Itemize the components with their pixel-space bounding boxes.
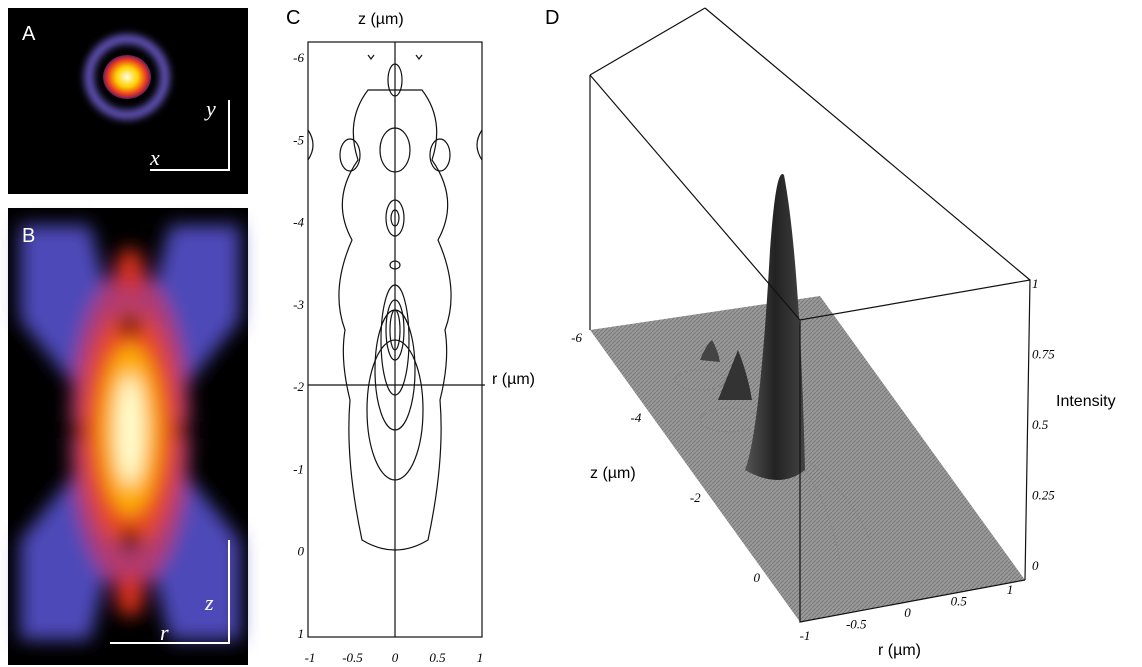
tick-label: 0 bbox=[904, 605, 911, 620]
panel-label: B bbox=[22, 225, 35, 247]
tick-label: 1 bbox=[1007, 582, 1014, 597]
tick-label: -3 bbox=[293, 297, 304, 312]
panel-c bbox=[308, 42, 485, 637]
tick-label: 0.5 bbox=[1032, 417, 1049, 432]
panel-label: A bbox=[22, 23, 36, 45]
tick-label: 1 bbox=[1032, 276, 1039, 291]
axis-title: Intensity bbox=[1056, 393, 1116, 410]
tick-label: 0.25 bbox=[1032, 488, 1055, 503]
panel-a: A x y bbox=[8, 8, 248, 194]
tick-label: -6 bbox=[571, 330, 582, 345]
tick-label: -5 bbox=[293, 132, 304, 147]
panel-b: B z r bbox=[8, 208, 248, 665]
panel-label: D bbox=[545, 7, 559, 29]
tick-label: -1 bbox=[293, 461, 304, 476]
tick-label: -4 bbox=[293, 215, 304, 230]
focal-spot bbox=[103, 55, 151, 99]
axis-title: r (µm) bbox=[878, 642, 921, 659]
tick-label: -6 bbox=[293, 50, 304, 65]
axis-label: r bbox=[160, 620, 169, 645]
tick-label: 0.75 bbox=[1032, 347, 1055, 362]
tick-label: -0.5 bbox=[342, 650, 363, 665]
panel-label: C bbox=[286, 7, 300, 29]
axis-title: z (µm) bbox=[590, 465, 636, 482]
tick-label: 0 bbox=[754, 570, 761, 585]
axis-title: z (µm) bbox=[358, 11, 404, 28]
tick-label: -0.5 bbox=[846, 617, 867, 632]
tick-label: 0.5 bbox=[951, 594, 968, 609]
axis-label: x bbox=[149, 145, 160, 170]
axis-label: y bbox=[204, 96, 216, 121]
tick-label: 1 bbox=[298, 626, 305, 641]
tick-label: -1 bbox=[800, 628, 811, 643]
panel-d bbox=[590, 8, 1030, 622]
tick-label: 0.5 bbox=[429, 650, 446, 665]
figure: A x y B z r bbox=[0, 0, 1142, 667]
tick-label: 0 bbox=[1032, 558, 1039, 573]
tick-label: 0 bbox=[392, 650, 399, 665]
tick-label: -2 bbox=[293, 379, 304, 394]
tick-label: 1 bbox=[477, 650, 484, 665]
base-plane bbox=[590, 296, 1025, 622]
axis-title: r (µm) bbox=[492, 371, 535, 388]
tick-label: -2 bbox=[690, 490, 701, 505]
axis-label: z bbox=[204, 590, 214, 615]
tick-label: 0 bbox=[298, 544, 305, 559]
tick-label: -1 bbox=[305, 650, 316, 665]
tick-label: -4 bbox=[630, 410, 641, 425]
